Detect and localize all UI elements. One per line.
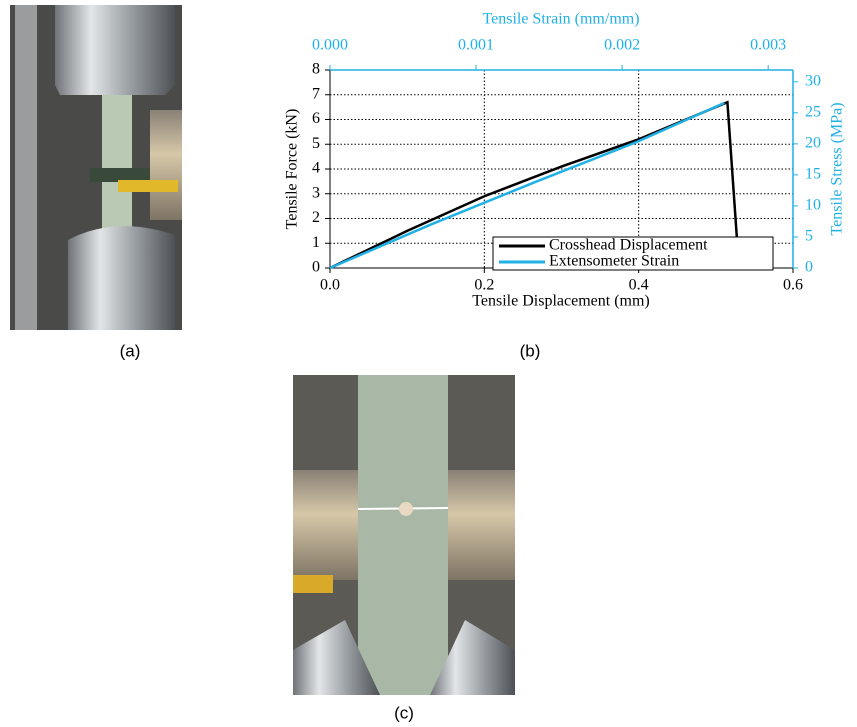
x2-tick-label: 0.003	[750, 37, 786, 54]
y2-tick-label: 10	[805, 197, 821, 214]
y-tick-label: 0	[312, 259, 320, 276]
y-tick-label: 5	[312, 135, 320, 152]
photo-c	[293, 375, 515, 695]
caption: (a)	[120, 341, 141, 360]
y-tick-label: 7	[312, 85, 320, 102]
x2-axis-title: Tensile Strain (mm/mm)	[482, 11, 639, 28]
x-tick-label: 0.2	[474, 277, 494, 294]
photo-a	[10, 5, 182, 330]
legend-label: Extensometer Strain	[549, 253, 679, 270]
y2-tick-label: 25	[805, 103, 821, 120]
y2-axis-title: Tensile Stress (MPa)	[829, 102, 846, 235]
figure: (a) (b) (c) Tensile Displacement (mm) Te…	[0, 0, 857, 727]
y-axis-title: Tensile Force (kN)	[284, 109, 301, 230]
x-tick-label: 0.6	[783, 277, 803, 294]
legend-label: Crosshead Displacement	[549, 237, 708, 254]
x2-tick-label: 0.002	[604, 37, 640, 54]
y2-tick-label: 0	[805, 259, 813, 276]
y2-tick-label: 15	[805, 166, 821, 183]
y2-tick-label: 5	[805, 228, 813, 245]
x-tick-label: 0.4	[629, 277, 649, 294]
x2-tick-label: 0.000	[312, 37, 348, 54]
x-axis-title: Tensile Displacement (mm)	[472, 293, 650, 310]
y-tick-label: 4	[312, 160, 320, 177]
y-tick-label: 6	[312, 110, 320, 127]
y2-tick-label: 30	[805, 72, 821, 89]
x-tick-label: 0.0	[320, 277, 340, 294]
y-tick-label: 1	[312, 234, 320, 251]
caption: (c)	[394, 703, 414, 722]
y-tick-label: 3	[312, 184, 320, 201]
caption: (b)	[520, 341, 541, 360]
y2-tick-label: 20	[805, 135, 821, 152]
y-tick-label: 8	[312, 61, 320, 78]
x2-tick-label: 0.001	[458, 37, 494, 54]
y-tick-label: 2	[312, 209, 320, 226]
